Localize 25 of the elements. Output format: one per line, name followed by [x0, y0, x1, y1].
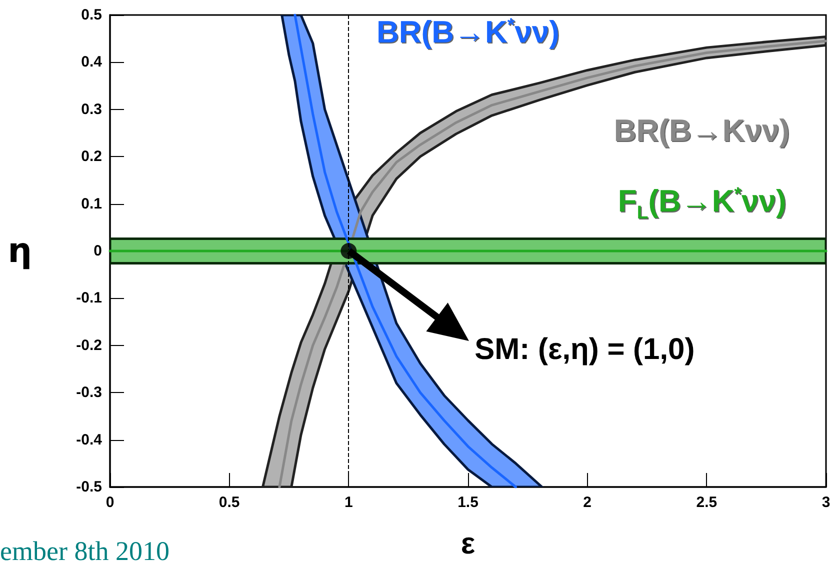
y-tick-label: 0.1 — [81, 195, 102, 212]
text: BR(B→K$^{*}$νν) — [376, 14, 560, 50]
y-tick-label: -0.4 — [76, 431, 103, 448]
y-tick-label: 0.3 — [81, 100, 102, 118]
text: ember 8th 2010 — [0, 536, 170, 565]
y-tick-label: 0.5 — [81, 6, 102, 24]
x-axis-title: ε — [460, 528, 476, 560]
y-tick-label: 0 — [94, 242, 102, 260]
x-tick-label: 2.5 — [696, 494, 718, 511]
y-tick-label: -0.2 — [76, 336, 102, 354]
x-tick-label: 1.5 — [458, 494, 478, 511]
y-tick-label: -0.3 — [76, 384, 102, 402]
x-tick-label: 0 — [106, 494, 114, 511]
y-axis-title: η — [8, 231, 32, 271]
series-label: BR(B→Kνν) — [614, 112, 790, 149]
y-tick-label: -0.5 — [76, 478, 102, 496]
x-tick-label: 0.5 — [218, 494, 240, 511]
annotation: SM: (ε,η) = (1,0) — [474, 333, 695, 367]
y-tick-label: 0.4 — [81, 54, 103, 71]
x-tick-label: 2 — [583, 494, 592, 511]
y-tick-label: -0.1 — [76, 290, 102, 307]
y-tick-label: 0.2 — [81, 148, 102, 166]
x-tick-label: 3 — [822, 494, 830, 511]
series-label: F$_{L}$(B→K$^{*}$νν) — [618, 183, 786, 224]
x-tick-label: 1 — [344, 494, 353, 511]
